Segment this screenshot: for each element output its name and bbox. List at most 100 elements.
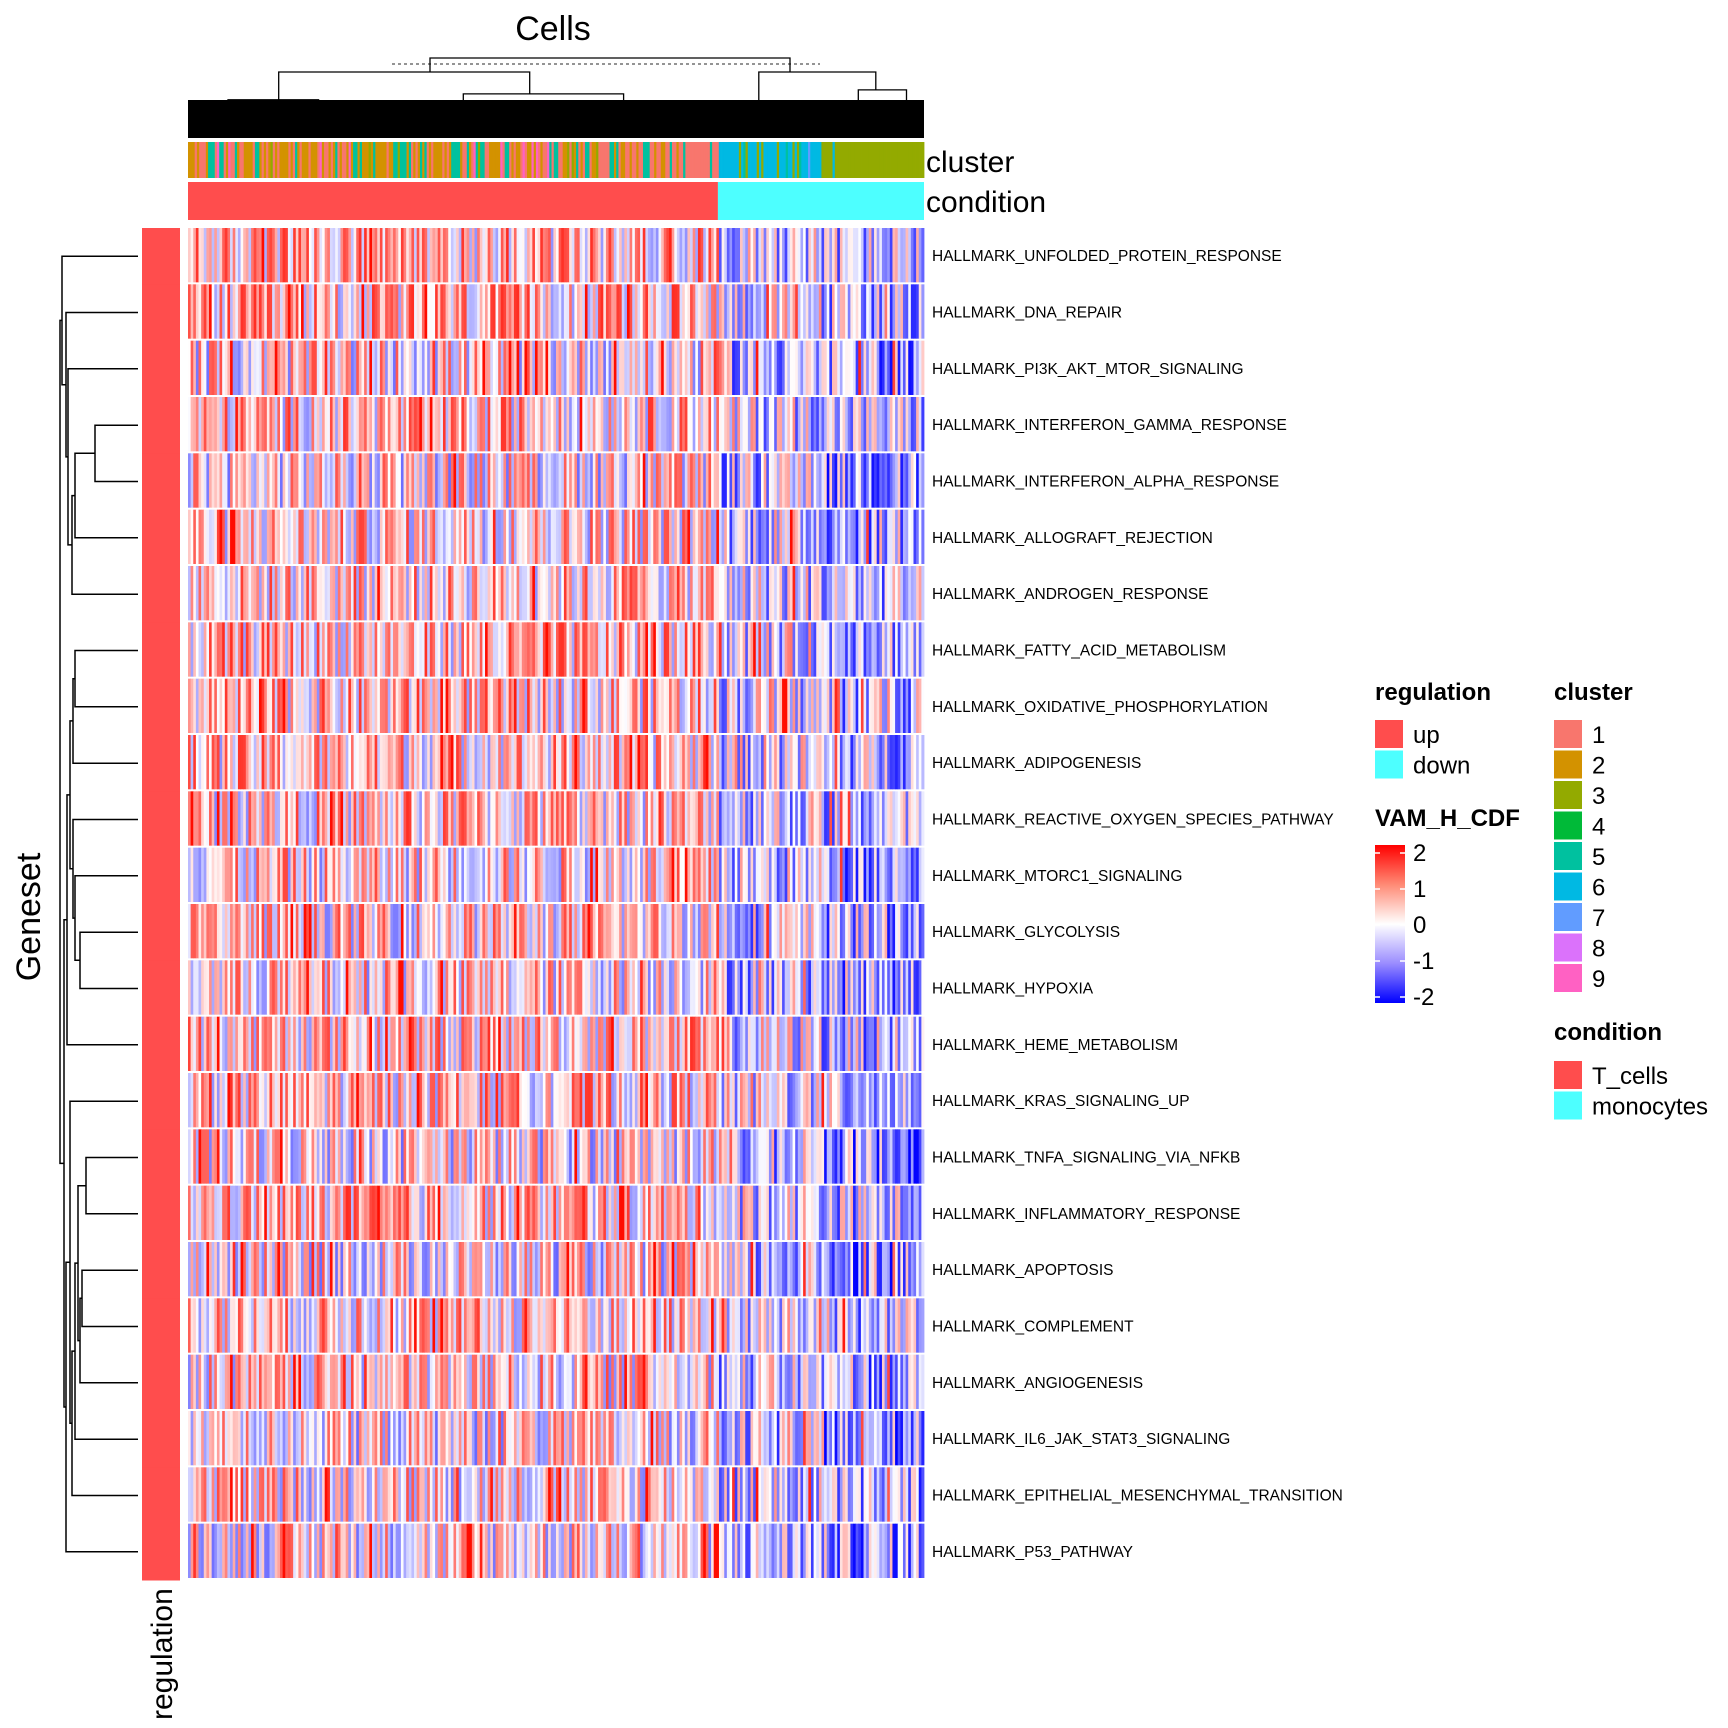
- cluster-cell: [870, 142, 874, 178]
- heatmap-cell: [442, 847, 446, 902]
- heatmap-cell: [230, 678, 234, 733]
- cluster-cell: [344, 142, 347, 178]
- heatmap-cell: [582, 904, 586, 959]
- heatmap-cell: [650, 397, 654, 452]
- heatmap-cell: [776, 904, 780, 959]
- heatmap-cell: [792, 1073, 796, 1128]
- heatmap-cell: [787, 228, 791, 283]
- cluster-cell: [366, 142, 370, 178]
- heatmap-cell: [669, 622, 673, 677]
- heatmap-cell: [797, 1073, 801, 1128]
- heatmap-cell: [624, 960, 628, 1015]
- heatmap-cell: [795, 397, 799, 452]
- heatmap-cell: [385, 904, 389, 959]
- heatmap-cell: [374, 509, 378, 564]
- heatmap-cell: [248, 847, 252, 902]
- heatmap-cell: [421, 847, 425, 902]
- heatmap-cell: [487, 397, 491, 452]
- heatmap-cell: [624, 340, 628, 395]
- heatmap-cell: [369, 284, 373, 339]
- cluster-cell: [319, 142, 323, 178]
- heatmap-cell: [737, 340, 741, 395]
- heatmap-cell: [251, 791, 255, 846]
- heatmap-cell: [837, 228, 841, 283]
- heatmap-cell: [550, 622, 554, 677]
- heatmap-cell: [516, 1073, 520, 1128]
- heatmap-cell: [645, 397, 649, 452]
- heatmap-cell: [274, 622, 278, 677]
- heatmap-cell: [661, 566, 665, 621]
- heatmap-cell: [737, 791, 741, 846]
- dendrogram-branch: [190, 127, 201, 132]
- heatmap-cell: [845, 1073, 849, 1128]
- heatmap-cell: [682, 1073, 686, 1128]
- cluster-cell: [729, 142, 733, 178]
- heatmap-cell: [477, 904, 481, 959]
- heatmap-cell: [918, 340, 922, 395]
- heatmap-cell: [295, 678, 299, 733]
- heatmap-cell: [382, 284, 386, 339]
- heatmap-cell: [763, 678, 767, 733]
- heatmap-cell: [747, 960, 751, 1015]
- heatmap-cell: [398, 397, 402, 452]
- heatmap-cell: [690, 678, 694, 733]
- heatmap-cell: [661, 453, 665, 508]
- heatmap-cell: [661, 397, 665, 452]
- heatmap-cell: [537, 622, 541, 677]
- heatmap-cell: [487, 228, 491, 283]
- heatmap-cell: [895, 1073, 899, 1128]
- heatmap-cell: [377, 566, 381, 621]
- heatmap-cell: [272, 960, 276, 1015]
- heatmap-cell: [887, 566, 891, 621]
- heatmap-cell: [666, 678, 670, 733]
- heatmap-cell: [485, 1016, 489, 1071]
- heatmap-cell: [251, 1016, 255, 1071]
- heatmap-cell: [266, 735, 270, 790]
- dendrogram-branch: [214, 130, 221, 135]
- heatmap-cell: [534, 566, 538, 621]
- heatmap-cell: [892, 678, 896, 733]
- cluster-cell: [382, 142, 385, 178]
- heatmap-cell: [209, 847, 213, 902]
- dendrogram-branch: [730, 131, 746, 135]
- heatmap-cell: [253, 622, 257, 677]
- heatmap-cell: [700, 397, 704, 452]
- heatmap-cell: [411, 340, 415, 395]
- heatmap-cell: [287, 509, 291, 564]
- heatmap-cell: [442, 453, 446, 508]
- heatmap-cell: [432, 960, 436, 1015]
- heatmap-cell: [216, 509, 220, 564]
- heatmap-cell: [322, 509, 326, 564]
- heatmap-cell: [674, 735, 678, 790]
- heatmap-cell: [240, 791, 244, 846]
- heatmap-cell: [534, 340, 538, 395]
- heatmap-cell: [676, 960, 680, 1015]
- heatmap-cell: [566, 847, 570, 902]
- cluster-cell: [417, 142, 421, 178]
- heatmap-cell: [632, 509, 636, 564]
- heatmap-cell: [832, 1016, 836, 1071]
- heatmap-cell: [674, 453, 678, 508]
- heatmap-cell: [590, 678, 594, 733]
- heatmap-cell: [332, 847, 336, 902]
- heatmap-cell: [871, 509, 875, 564]
- heatmap-cell: [400, 847, 404, 902]
- heatmap-cell: [495, 960, 499, 1015]
- heatmap-cell: [188, 678, 192, 733]
- heatmap-cell: [690, 1073, 694, 1128]
- heatmap-cell: [358, 1073, 362, 1128]
- heatmap-cell: [669, 791, 673, 846]
- heatmap-cell: [532, 622, 536, 677]
- cluster-cell: [823, 142, 827, 178]
- heatmap-cell: [684, 904, 688, 959]
- heatmap-cell: [516, 847, 520, 902]
- heatmap-cell: [808, 284, 812, 339]
- heatmap-cell: [634, 1016, 638, 1071]
- heatmap-cell: [387, 453, 391, 508]
- heatmap-cell: [482, 847, 486, 902]
- heatmap-cell: [437, 340, 441, 395]
- heatmap-cell: [474, 284, 478, 339]
- heatmap-cell: [700, 1016, 704, 1071]
- heatmap-cell: [545, 228, 549, 283]
- cluster-cell: [819, 142, 822, 178]
